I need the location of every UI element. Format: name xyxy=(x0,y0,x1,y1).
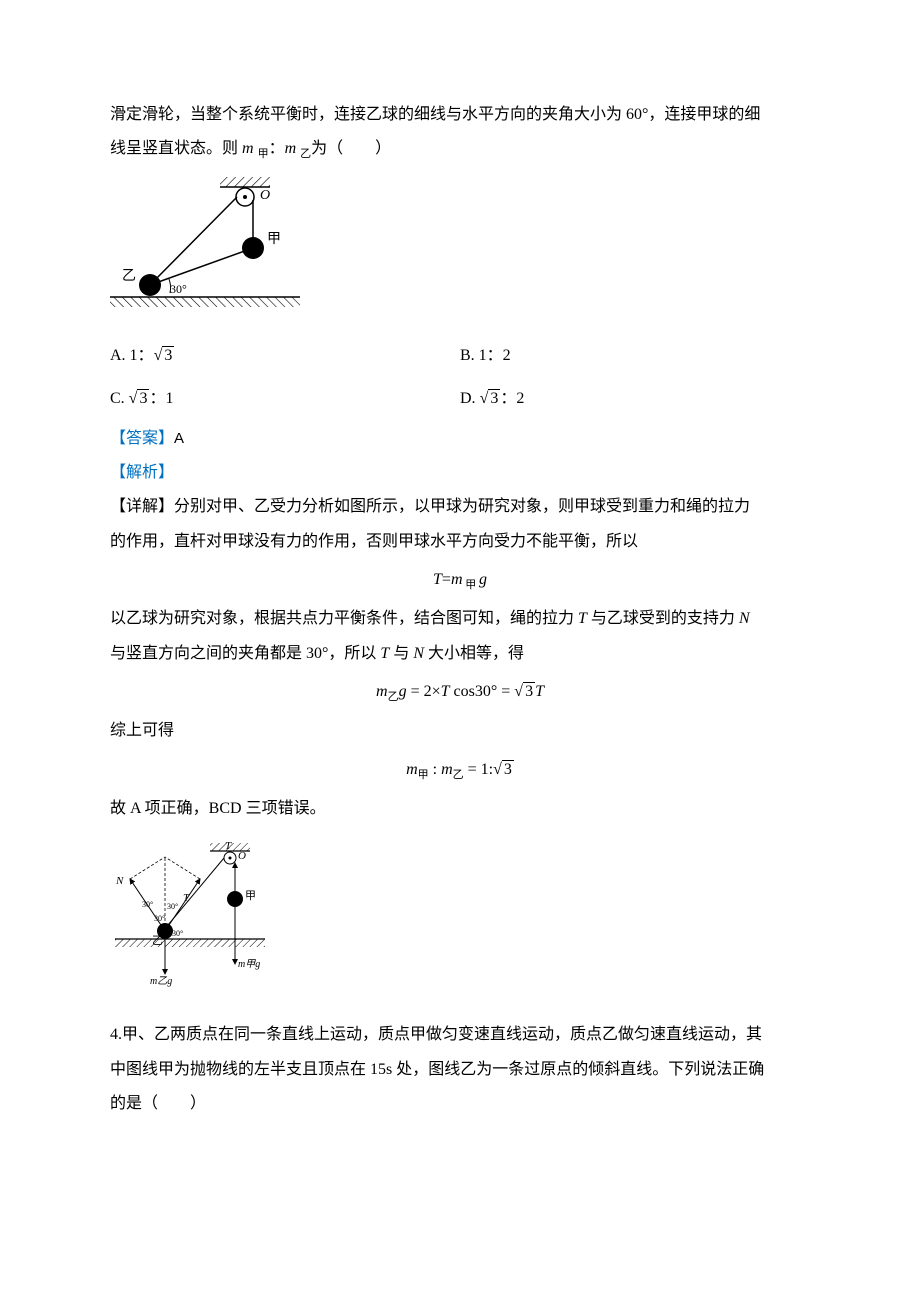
force-diagram-svg: O T 甲 m甲g 乙 N T xyxy=(110,839,280,989)
option-A-prefix: A. 1： xyxy=(110,347,154,364)
detail-line1: 【详解】分别对甲、乙受力分析如图所示，以甲球为研究对象，则甲球受到重力和绳的拉力 xyxy=(110,492,810,522)
problem3-intro-text: 线呈竖直状态。则 m 甲：m 乙为（ ） xyxy=(110,140,391,157)
detail-line3: 以乙球为研究对象，根据共点力平衡条件，结合图可知，绳的拉力 T 与乙球受到的支持… xyxy=(110,604,810,634)
answer-line: 【答案】A xyxy=(110,424,810,454)
formula3: m甲 : m乙 = 1:√3 xyxy=(110,755,810,786)
problem3-intro-line1: 滑定滑轮，当整个系统平衡时，连接乙球的细线与水平方向的夹角大小为 60°，连接甲… xyxy=(110,100,810,130)
option-C-suffix: ：1 xyxy=(149,390,173,407)
options-row1: A. 1：√3 B. 1：2 xyxy=(110,337,810,375)
option-C-prefix: C. xyxy=(110,390,129,407)
problem4-line3: 的是（ ） xyxy=(110,1089,810,1119)
answer-label: 【答案】 xyxy=(110,430,174,447)
svg-text:N: N xyxy=(115,875,124,887)
problem3-intro-line2: 线呈竖直状态。则 m 甲：m 乙为（ ） xyxy=(110,134,810,165)
label-O: O xyxy=(260,188,270,203)
svg-text:30°: 30° xyxy=(167,902,178,911)
label-jia: 甲 xyxy=(267,232,281,247)
option-B: B. 1：2 xyxy=(460,337,810,375)
label-yi: 乙 xyxy=(122,268,136,284)
svg-text:甲: 甲 xyxy=(245,890,256,902)
svg-text:m乙g: m乙g xyxy=(150,976,172,987)
svg-text:30°: 30° xyxy=(142,900,153,909)
conclusion: 故 A 项正确，BCD 三项错误。 xyxy=(110,794,810,824)
detail-line2: 的作用，直杆对甲球没有力的作用，否则甲球水平方向受力不能平衡，所以 xyxy=(110,527,810,557)
page-content: 滑定滑轮，当整个系统平衡时，连接乙球的细线与水平方向的夹角大小为 60°，连接甲… xyxy=(0,0,920,1184)
pulley-diagram-svg: O 甲 乙 30° xyxy=(110,175,300,315)
option-D-suffix: ：2 xyxy=(500,390,524,407)
formula1: T=m 甲 g xyxy=(110,565,810,596)
svg-text:乙: 乙 xyxy=(152,934,163,947)
problem4-text1: 甲、乙两质点在同一条直线上运动，质点甲做匀变速直线运动，质点乙做匀速直线运动，其 xyxy=(122,1026,762,1043)
option-A: A. 1：√3 xyxy=(110,337,460,375)
problem4-line2: 中图线甲为抛物线的左半支且顶点在 15s 处，图线乙为一条过原点的倾斜直线。下列… xyxy=(110,1055,810,1085)
options-row2: C. √3：1 D. √3：2 xyxy=(110,380,810,418)
svg-text:30°: 30° xyxy=(172,929,183,938)
label-angle: 30° xyxy=(170,282,187,296)
option-D: D. √3：2 xyxy=(460,380,810,418)
option-D-prefix: D. xyxy=(460,390,480,407)
svg-text:O: O xyxy=(238,850,246,862)
detail-line5: 综上可得 xyxy=(110,716,810,746)
answer-value: A xyxy=(174,430,184,447)
option-C: C. √3：1 xyxy=(110,380,460,418)
problem3-diagram: O 甲 乙 30° xyxy=(110,175,810,326)
svg-text:T: T xyxy=(225,840,232,852)
force-diagram: O T 甲 m甲g 乙 N T xyxy=(110,839,810,1000)
detail-line4: 与竖直方向之间的夹角都是 30°，所以 T 与 N 大小相等，得 xyxy=(110,639,810,669)
problem4-line1: 4.甲、乙两质点在同一条直线上运动，质点甲做匀变速直线运动，质点乙做匀速直线运动… xyxy=(110,1020,810,1050)
problem4-number: 4. xyxy=(110,1026,122,1043)
formula2: m乙g = 2×T cos30° = √3T xyxy=(110,677,810,708)
svg-text:m甲g: m甲g xyxy=(238,959,260,970)
svg-text:30°: 30° xyxy=(154,914,165,923)
analysis-label: 【解析】 xyxy=(110,458,810,488)
